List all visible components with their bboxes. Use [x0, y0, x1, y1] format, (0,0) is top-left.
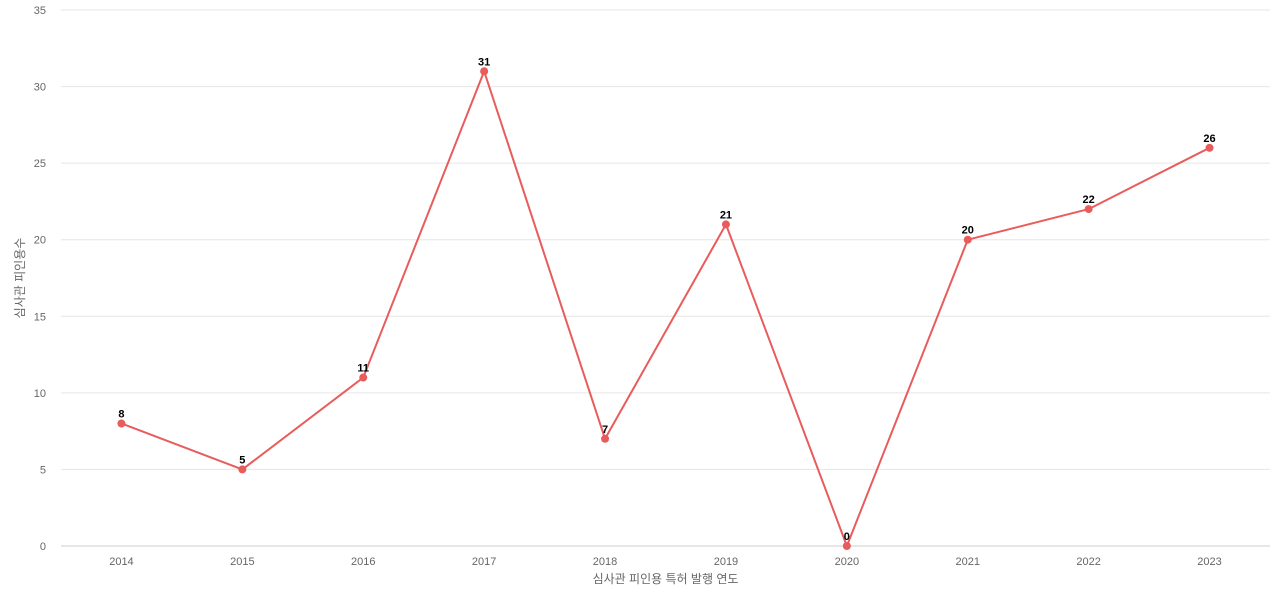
- data-label: 8: [118, 408, 124, 420]
- x-tick-label: 2015: [230, 556, 254, 568]
- data-point: [963, 235, 972, 244]
- data-label: 22: [1083, 194, 1095, 206]
- y-axis-ticks: 0 5 10 15 20 25 30 35: [34, 5, 46, 553]
- y-tick-label: 35: [34, 5, 46, 17]
- y-tick-label: 15: [34, 311, 46, 323]
- data-label: 11: [357, 363, 369, 375]
- data-point: [359, 373, 368, 382]
- y-tick-label: 0: [40, 541, 46, 553]
- gridlines: [61, 9, 1270, 470]
- x-axis-title: 심사관 피인용 특허 발행 연도: [593, 571, 739, 586]
- data-point: [117, 419, 126, 428]
- data-point: [238, 465, 247, 474]
- data-point: [601, 434, 610, 443]
- x-tick-label: 2023: [1197, 556, 1221, 568]
- data-point: [1084, 205, 1093, 214]
- x-tick-label: 2017: [472, 556, 496, 568]
- y-tick-label: 30: [34, 82, 46, 94]
- x-tick-label: 2016: [351, 556, 375, 568]
- data-label: 21: [720, 209, 732, 221]
- y-axis-title: 심사관 피인용수: [13, 238, 27, 319]
- data-label: 26: [1203, 133, 1215, 145]
- data-label: 0: [844, 531, 850, 543]
- data-point: [1205, 143, 1214, 152]
- y-tick-label: 20: [34, 235, 46, 247]
- x-tick-label: 2018: [593, 556, 617, 568]
- series-group: [117, 67, 1214, 550]
- data-point: [721, 220, 730, 229]
- data-label: 31: [478, 56, 490, 68]
- data-label: 20: [962, 225, 974, 237]
- data-label: 5: [239, 454, 245, 466]
- y-tick-label: 25: [34, 158, 46, 170]
- y-tick-label: 10: [34, 388, 46, 400]
- data-label: 7: [602, 424, 608, 436]
- x-tick-label: 2014: [109, 556, 133, 568]
- x-tick-label: 2021: [956, 556, 980, 568]
- x-tick-label: 2019: [714, 556, 738, 568]
- x-tick-label: 2022: [1076, 556, 1100, 568]
- y-tick-label: 5: [40, 464, 46, 476]
- data-labels: 8 5 11 31 7 21 0 20 22 26: [118, 56, 1215, 543]
- x-tick-label: 2020: [835, 556, 859, 568]
- x-axis-ticks: 2014 2015 2016 2017 2018 2019 2020 2021 2022 2023: [109, 556, 1222, 568]
- data-point: [480, 67, 489, 76]
- data-point: [842, 542, 851, 550]
- series-line: [121, 70, 1211, 547]
